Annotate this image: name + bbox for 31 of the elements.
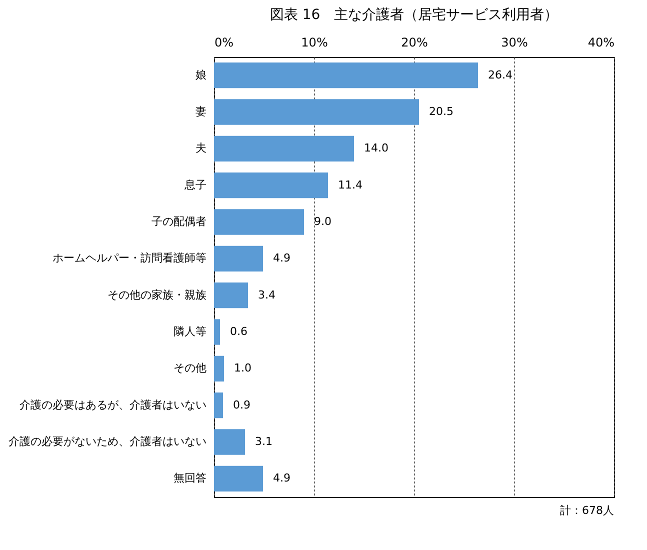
- text: 計：678人: [560, 504, 614, 517]
- y-tick-label: 夫: [196, 142, 206, 155]
- x-tick-label: 40%: [588, 36, 614, 50]
- data-label: 9.0: [314, 215, 332, 228]
- data-label: 0.9: [233, 398, 250, 412]
- y-tick-label: その他の家族・親族: [108, 288, 206, 302]
- data-label: 4.9: [273, 252, 290, 265]
- data-label: 11.4: [338, 178, 362, 192]
- data-label: 0.6: [230, 325, 248, 338]
- data-label: 4.9: [273, 472, 290, 485]
- y-tick-label: 娘: [196, 68, 206, 82]
- x-tick-label: 30%: [501, 36, 528, 50]
- data-label: 3.4: [258, 288, 276, 302]
- chart-title: 図表 16 主な介護者（居宅サービス利用者）: [270, 7, 558, 23]
- data-label: 20.5: [429, 105, 454, 118]
- y-tick-label: ホームヘルパー・訪問看護師等: [52, 252, 206, 265]
- y-tick-label: 介護の必要はあるが、介護者はいない: [20, 398, 206, 412]
- y-tick-label: 妻: [196, 105, 206, 118]
- data-label: 26.4: [488, 68, 512, 82]
- y-tick-label: 子の配偶者: [152, 215, 206, 228]
- y-tick-label: 介護の必要がないため、介護者はいない: [8, 435, 206, 448]
- y-tick-label: 息子: [184, 178, 206, 192]
- data-label: 1.0: [234, 362, 252, 375]
- x-tick-label: 0%: [214, 36, 234, 50]
- y-tick-label: その他: [174, 362, 206, 375]
- y-tick-label: 隣人等: [174, 325, 206, 338]
- x-tick-label: 10%: [301, 36, 328, 50]
- x-tick-label: 20%: [401, 36, 428, 50]
- data-label: 14.0: [364, 142, 388, 155]
- y-tick-label: 無回答: [174, 472, 206, 485]
- data-label: 3.1: [255, 435, 272, 448]
